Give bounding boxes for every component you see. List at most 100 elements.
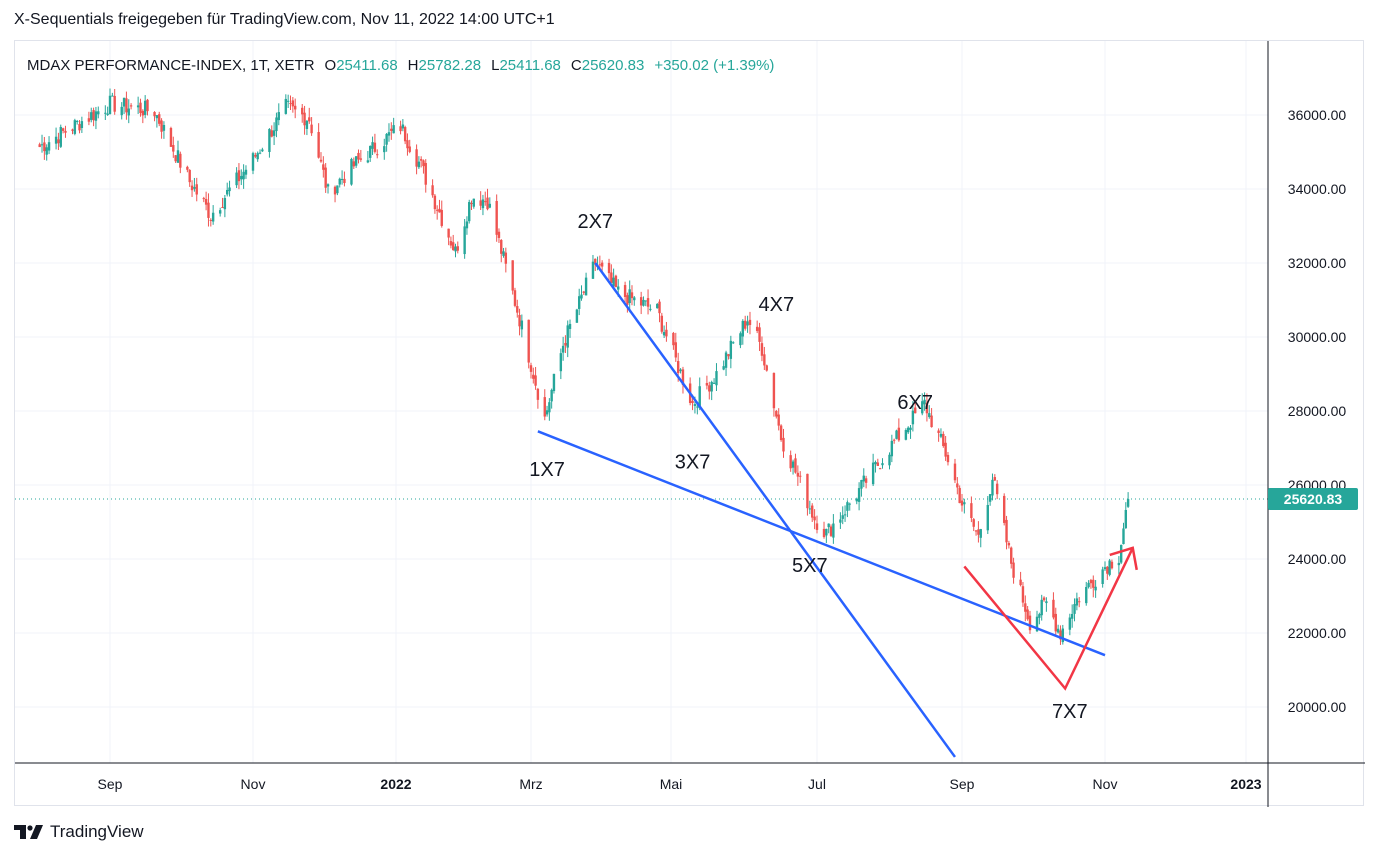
candle-body [228, 187, 231, 192]
candle-body [963, 502, 966, 505]
candle-body [452, 242, 455, 250]
candle-body [1021, 586, 1025, 603]
last-price-value: 25620.83 [1284, 491, 1343, 507]
candle-body [881, 463, 884, 466]
candle-body [765, 365, 768, 371]
candle-body [158, 114, 161, 124]
candle-body [520, 320, 524, 330]
candle-body [907, 427, 910, 433]
candle-body [319, 159, 323, 162]
candle-body [871, 462, 875, 485]
wave-labels: 1X7 2X7 3X7 4X7 5X7 6X7 7X7 [529, 211, 1087, 723]
candle-body [543, 397, 546, 417]
candle-body [534, 375, 537, 386]
candle-body [90, 112, 93, 120]
candle-body [860, 480, 863, 489]
candle-body [435, 209, 439, 211]
candle-body [251, 153, 255, 171]
x-tick-label: Jul [808, 776, 826, 792]
candle-body [324, 167, 327, 188]
candle-body [630, 292, 634, 299]
candle-body [1024, 603, 1027, 612]
chart-frame[interactable]: 1X7 2X7 3X7 4X7 5X7 6X7 7X7 36000.00 34000.00 32… [14, 40, 1365, 807]
candle-body [815, 523, 819, 530]
candle-body [403, 127, 407, 142]
candle-body [782, 437, 785, 452]
tradingview-logo[interactable]: TradingView [14, 820, 144, 844]
candle-body [779, 425, 783, 441]
wave-label: 3X7 [675, 451, 711, 473]
candle-body [322, 164, 325, 170]
candle-body [1078, 601, 1081, 603]
candle-body [760, 343, 764, 356]
candle-body [548, 402, 551, 413]
candle-body [772, 372, 776, 409]
svg-text:MDAX PERFORMANCE-INDEX, 1T, XE: MDAX PERFORMANCE-INDEX, 1T, XETR O25411.6… [27, 57, 774, 74]
candle-body [527, 319, 530, 363]
candle-body [633, 297, 636, 301]
candle-body [350, 158, 353, 185]
x-tick-label: 2022 [380, 776, 411, 792]
axes: 36000.00 34000.00 32000.00 30000.00 28000.00… [15, 41, 1365, 807]
candle-body [960, 500, 964, 506]
candle-body [221, 207, 224, 209]
symbol-name: MDAX PERFORMANCE-INDEX, 1T, XETR [27, 57, 315, 74]
candle-body [354, 156, 358, 166]
price-chart[interactable]: 1X7 2X7 3X7 4X7 5X7 6X7 7X7 36000.00 34000.00 32… [15, 41, 1365, 807]
candle-body [390, 128, 393, 131]
candle-body [500, 240, 503, 254]
drawings[interactable] [537, 262, 1138, 758]
candle-body [401, 124, 405, 129]
x-tick-label: Mrz [519, 776, 542, 792]
candle-body [1052, 599, 1055, 618]
candle-body [566, 325, 569, 348]
candle-body [1028, 615, 1032, 631]
candle-body [422, 160, 425, 167]
candle-body [568, 323, 572, 329]
x-tick-label: Nov [1093, 776, 1118, 792]
candle-body [141, 110, 145, 116]
candle-body [1108, 560, 1111, 575]
candle-body [277, 112, 280, 121]
candle-body [484, 201, 487, 203]
candle-body [827, 523, 830, 528]
candle-body [454, 246, 457, 252]
candle-body [986, 504, 989, 531]
candle-body [644, 300, 647, 302]
candle-body [972, 519, 975, 527]
y-tick-label: 34000.00 [1288, 181, 1347, 197]
candle-body [92, 110, 95, 121]
candle-body [874, 461, 877, 465]
candle-body [580, 294, 583, 299]
candle-body [486, 197, 489, 210]
candle-body [111, 95, 114, 97]
wave-label: 4X7 [759, 294, 795, 316]
candle-body [143, 100, 147, 115]
candle-body [513, 290, 517, 306]
candle-body [127, 108, 130, 116]
close-value: 25620.83 [582, 57, 645, 74]
candle-body [979, 529, 982, 538]
candle-body [988, 494, 992, 502]
candle-body [511, 260, 514, 291]
candle-body [45, 147, 48, 155]
candle-body [366, 160, 370, 163]
candle-body [237, 170, 241, 182]
candle-body [727, 354, 730, 357]
candle-body [160, 120, 163, 132]
candle-body [691, 400, 694, 404]
symbol-legend: MDAX PERFORMANCE-INDEX, 1T, XETR O25411.6… [27, 57, 774, 74]
high-value: 25782.28 [419, 57, 482, 74]
candle-body [956, 483, 959, 488]
candle-body [1106, 566, 1109, 574]
candle-body [890, 440, 894, 457]
candle-body [240, 175, 243, 180]
candle-body [440, 209, 443, 226]
candle-body [64, 130, 67, 133]
candle-body [1042, 597, 1046, 601]
candle-body [995, 483, 999, 495]
candle-body [848, 503, 851, 505]
candle-body [892, 439, 896, 441]
candle-body [383, 146, 386, 153]
candle-body [841, 515, 844, 519]
